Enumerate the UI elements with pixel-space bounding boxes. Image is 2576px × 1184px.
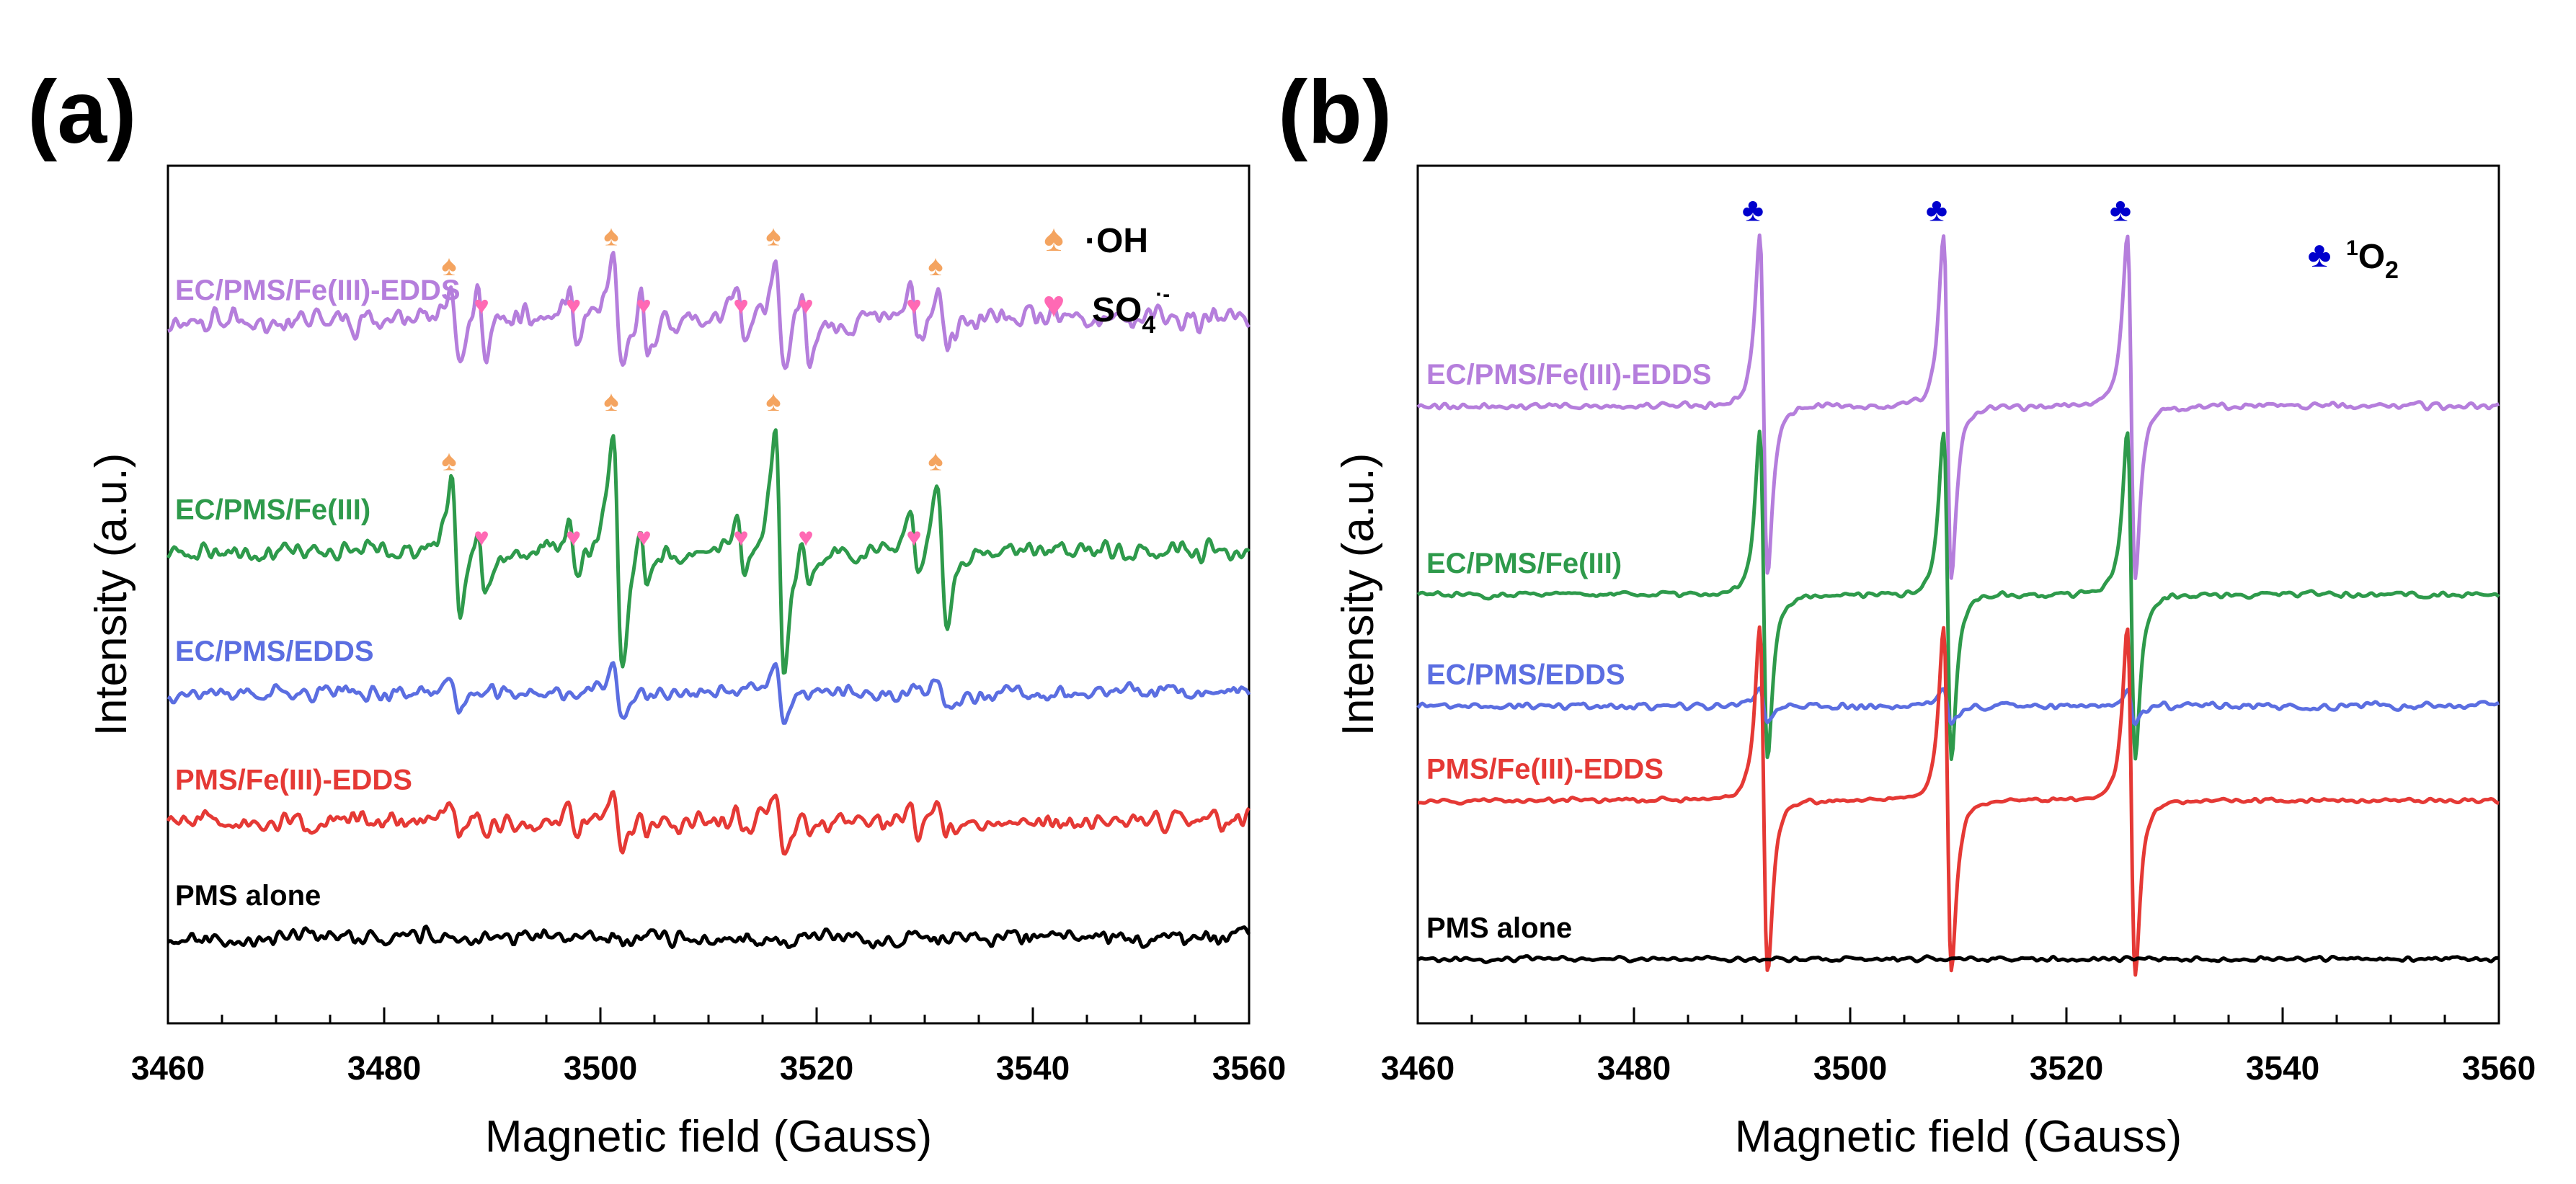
x-tick-label: 3500 — [1813, 1049, 1887, 1087]
panel-b-traces — [1416, 233, 2500, 977]
legend-oh-label: ·OH — [1085, 222, 1148, 260]
panel-b-x-tick-labels: 3460 3480 3500 3520 3540 3560 — [1381, 1049, 2536, 1087]
spade-icon: ♠ — [765, 386, 781, 417]
trace-label: PMS/Fe(III)-EDDS — [1426, 754, 1664, 785]
panel-a: (a) 3460 3480 3500 3520 3540 3560 Magnetic fi… — [27, 63, 1286, 1162]
trace-label: EC/PMS/Fe(III)-EDDS — [1426, 359, 1712, 391]
heart-icon: ♥ — [733, 522, 748, 552]
panel-b: (b) 3460 3480 3500 3520 3540 3560 Magnetic fi… — [1278, 63, 2536, 1162]
x-tick-label: 3560 — [2462, 1049, 2536, 1087]
trace-label: EC/PMS/EDDS — [1426, 659, 1625, 691]
heart-icon: ♥ — [566, 290, 581, 320]
heart-icon: ♥ — [636, 522, 651, 552]
heart-icon: ♥ — [906, 290, 921, 320]
trace-pms-alone — [166, 925, 1251, 950]
x-tick-label: 3480 — [347, 1049, 421, 1087]
panel-b-peak-markers: ♣ ♣ ♣ — [1742, 190, 2131, 228]
trace-ec-pms-fe-iii- — [166, 428, 1251, 675]
x-tick-label: 3520 — [780, 1049, 853, 1087]
heart-icon: ♥ — [1043, 284, 1065, 326]
spade-icon: ♠ — [441, 445, 456, 477]
trace-pms-fe-iii-edds — [1417, 625, 2500, 977]
club-icon: ♣ — [1926, 190, 1947, 228]
heart-icon: ♥ — [733, 290, 748, 320]
panel-a-x-ticks — [166, 1007, 1251, 1023]
heart-icon: ♥ — [906, 522, 921, 552]
x-tick-label: 3540 — [996, 1049, 1070, 1087]
panel-a-legend: ♠ ·OH ♥ SO4·- — [1043, 218, 1171, 339]
trace-label: EC/PMS/EDDS — [175, 636, 374, 667]
panel-a-x-tick-labels: 3460 3480 3500 3520 3540 3560 — [131, 1049, 1286, 1087]
x-tick-label: 3460 — [1381, 1049, 1454, 1087]
trace-ec-pms-fe-iii-edds — [1416, 233, 2500, 580]
x-tick-label: 3460 — [131, 1049, 205, 1087]
spade-icon: ♠ — [765, 221, 781, 252]
trace-ec-pms-fe-iii- — [1416, 429, 2500, 761]
club-icon: ♣ — [2110, 190, 2131, 228]
club-icon: ♣ — [1742, 190, 1764, 228]
panel-a-label: (a) — [27, 63, 137, 162]
trace-label: PMS alone — [1426, 912, 1572, 944]
trace-label: PMS/Fe(III)-EDDS — [175, 764, 412, 796]
spade-icon: ♠ — [1044, 218, 1064, 259]
spade-icon: ♠ — [603, 221, 618, 252]
heart-icon: ♥ — [474, 522, 489, 552]
heart-icon: ♥ — [798, 290, 813, 320]
panel-a-y-axis-title: Intensity (a.u.) — [86, 453, 136, 736]
x-tick-label: 3540 — [2246, 1049, 2319, 1087]
spade-icon: ♠ — [928, 250, 943, 282]
x-tick-label: 3480 — [1597, 1049, 1671, 1087]
spade-icon: ♠ — [928, 445, 943, 477]
panel-b-label: (b) — [1278, 63, 1392, 162]
spade-icon: ♠ — [603, 386, 618, 417]
panel-b-x-ticks — [1416, 1007, 2500, 1023]
panel-a-traces — [166, 251, 1251, 950]
spade-icon: ♠ — [441, 250, 456, 282]
x-tick-label: 3520 — [2030, 1049, 2103, 1087]
x-tick-label: 3560 — [1212, 1049, 1286, 1087]
panel-a-trace-labels: EC/PMS/Fe(III)-EDDS EC/PMS/Fe(III) EC/PMS/… — [175, 275, 461, 912]
legend-so4-label: SO4·- — [1092, 282, 1170, 339]
panel-b-legend: ♣ 1O2 — [2308, 234, 2399, 284]
trace-label: EC/PMS/Fe(III)-EDDS — [175, 275, 461, 306]
panel-b-x-axis-title: Magnetic field (Gauss) — [1735, 1112, 2182, 1162]
trace-label: EC/PMS/Fe(III) — [1426, 548, 1622, 579]
legend-singlet-oxygen-label: 1O2 — [2346, 236, 2399, 284]
trace-label: EC/PMS/Fe(III) — [175, 494, 370, 526]
x-tick-label: 3500 — [564, 1049, 637, 1087]
heart-icon: ♥ — [798, 522, 813, 552]
heart-icon: ♥ — [636, 290, 651, 320]
trace-pms-fe-iii-edds — [166, 790, 1251, 856]
trace-ec-pms-fe-iii-edds — [167, 251, 1251, 370]
panel-a-peak-markers: ♠♠ ♠♠♥ ♥ ♥ ♥ ♥ ♥♠♠ ♠♠♥ ♥ ♥ ♥ ♥ ♥ — [441, 221, 943, 552]
trace-ec-pms-edds — [1416, 686, 2500, 726]
club-icon: ♣ — [2308, 234, 2332, 275]
panel-a-x-axis-title: Magnetic field (Gauss) — [485, 1112, 932, 1162]
trace-ec-pms-edds — [166, 661, 1251, 725]
trace-pms-alone — [1416, 954, 2500, 964]
heart-icon: ♥ — [474, 290, 489, 320]
panel-b-y-axis-title: Intensity (a.u.) — [1333, 453, 1383, 736]
panel-b-trace-labels: EC/PMS/Fe(III)-EDDS EC/PMS/Fe(III) EC/PMS/… — [1426, 359, 1712, 944]
trace-label: PMS alone — [175, 880, 321, 912]
heart-icon: ♥ — [566, 522, 581, 552]
